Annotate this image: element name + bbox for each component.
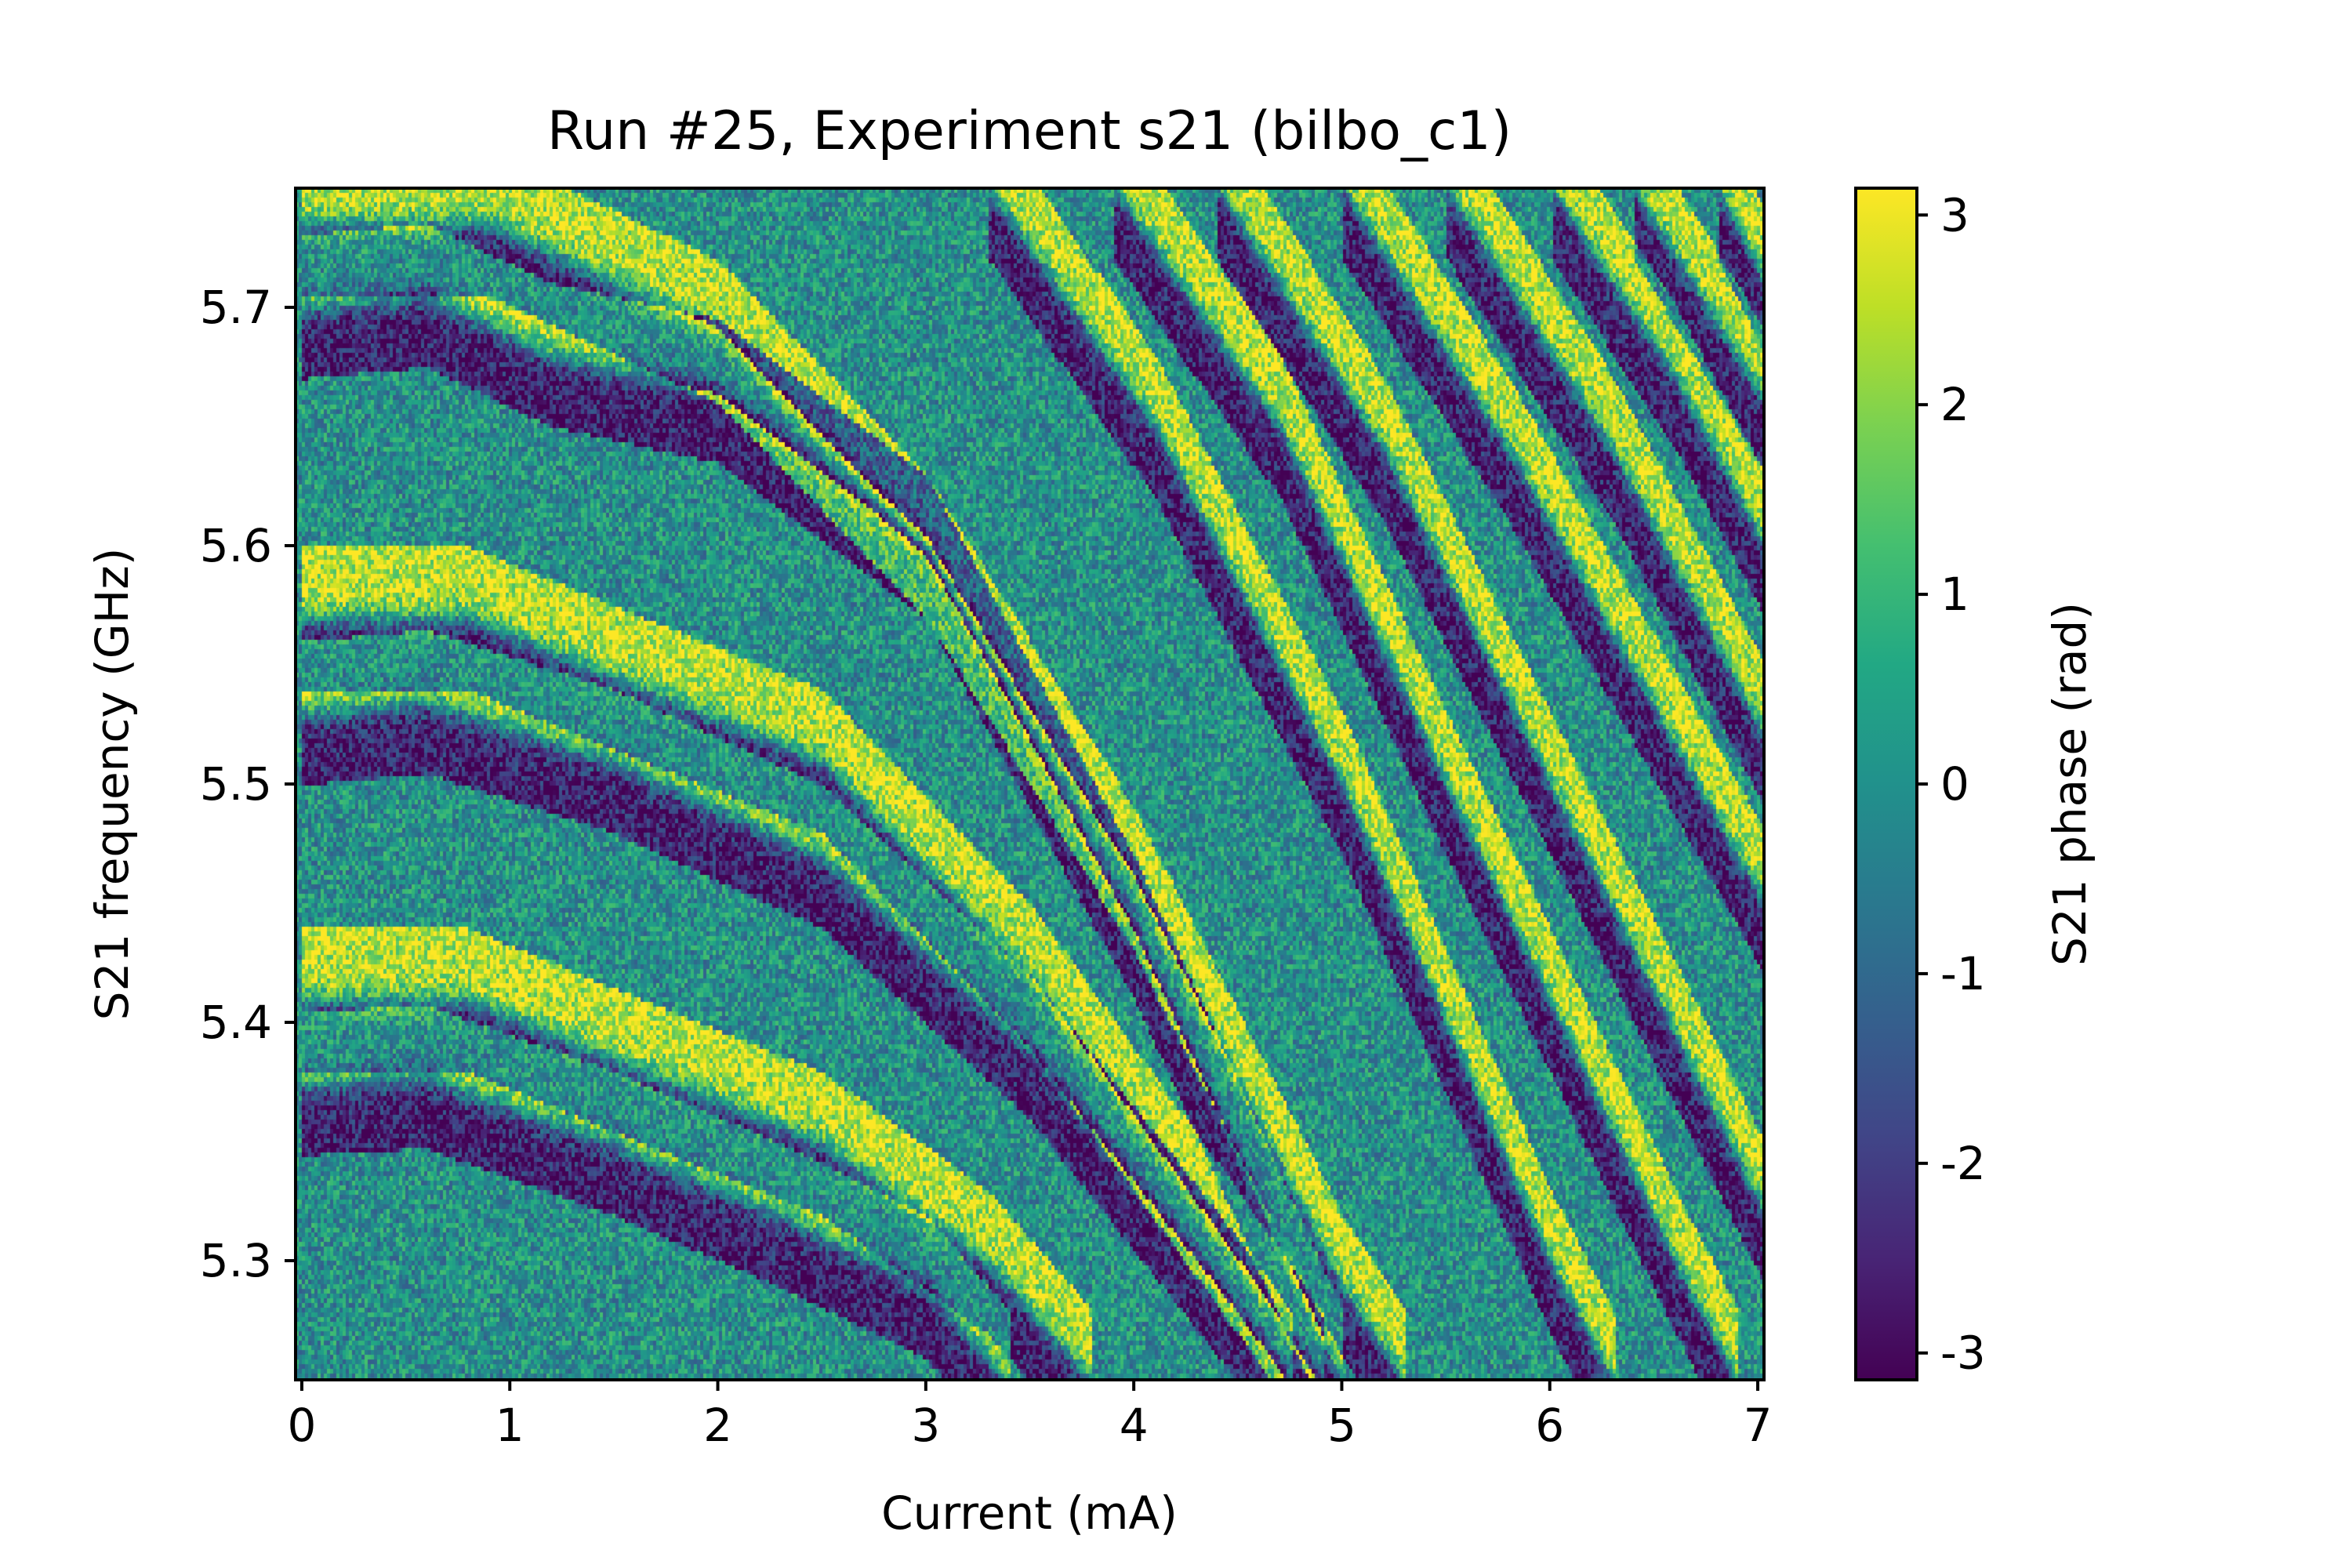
x-tick-label: 7 — [1744, 1399, 1773, 1452]
colorbar-label: S21 phase (rad) — [2043, 602, 2096, 966]
x-tick-label: 0 — [288, 1399, 317, 1452]
x-tick-label: 1 — [495, 1399, 524, 1452]
colorbar: 3 2 1 0 -1 -2 -3 S21 phase (rad) — [1854, 187, 2096, 1381]
colorbar-tick-label: 0 — [1940, 757, 1969, 811]
colorbar-tick-label: 3 — [1940, 188, 1969, 241]
x-tick-label: 2 — [703, 1399, 732, 1452]
colorbar-tick-label: -2 — [1940, 1137, 1986, 1190]
colorbar-axis: 3 2 1 0 -1 -2 -3 — [1917, 188, 1986, 1380]
y-tick-label: 5.5 — [200, 757, 272, 811]
x-tick-label: 5 — [1327, 1399, 1356, 1452]
heatmap-image — [296, 188, 1764, 1380]
colorbar-tick-label: 1 — [1940, 568, 1969, 621]
colorbar-tick-label: 2 — [1940, 378, 1969, 431]
y-tick-label: 5.4 — [200, 996, 272, 1049]
y-tick-label: 5.6 — [200, 519, 272, 572]
heatmap-plot-area — [294, 187, 1766, 1381]
colorbar-tick-label: -3 — [1940, 1327, 1986, 1380]
y-tick-label: 5.3 — [200, 1234, 272, 1287]
colorbar-tick-label: -1 — [1940, 947, 1986, 1000]
x-tick-label: 6 — [1535, 1399, 1564, 1452]
y-axis-label: S21 frequency (GHz) — [85, 548, 139, 1021]
x-axis: 0 1 2 3 4 5 6 7 — [288, 1380, 1773, 1452]
x-tick-label: 4 — [1120, 1399, 1149, 1452]
colorbar-gradient — [1854, 187, 1918, 1381]
x-axis-label: Current (mA) — [881, 1486, 1178, 1540]
y-tick-label: 5.7 — [200, 281, 272, 334]
y-axis: 5.3 5.4 5.5 5.6 5.7 — [200, 281, 296, 1287]
chart-title: Run #25, Experiment s21 (bilbo_c1) — [547, 100, 1512, 162]
x-tick-label: 3 — [911, 1399, 940, 1452]
